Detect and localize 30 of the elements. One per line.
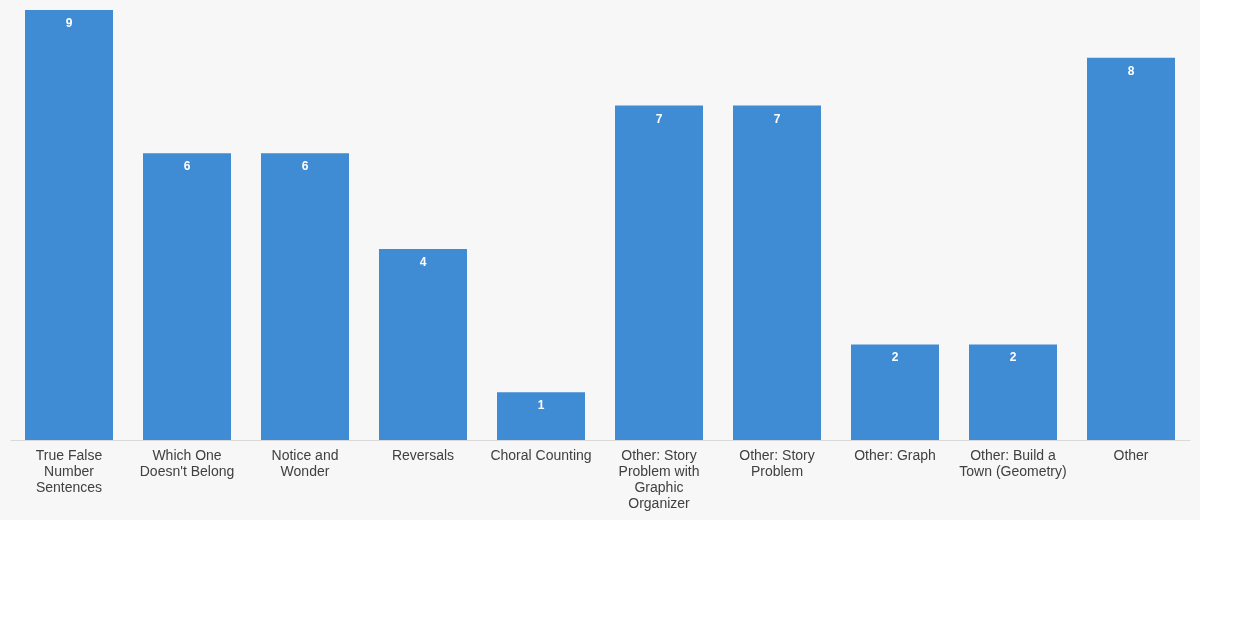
bar (25, 10, 113, 440)
x-tick-label: True False Number Sentences (35, 446, 103, 495)
bar (615, 105, 703, 440)
bar (497, 392, 585, 440)
data-label: 8 (1127, 63, 1135, 78)
x-tick-label: Which One Doesn't Belong (139, 446, 235, 479)
data-label: 7 (655, 111, 663, 126)
data-label: 6 (301, 159, 309, 174)
data-label: 9 (65, 16, 73, 30)
bar (379, 248, 467, 440)
bar (733, 105, 821, 440)
x-tick-label: Notice and Wonder (271, 446, 339, 479)
bar (261, 153, 349, 440)
x-tick-label: Choral Counting (490, 446, 592, 463)
data-label: 2 (891, 350, 899, 365)
x-tick-label: Other: Graph (854, 446, 936, 463)
bar (143, 153, 231, 440)
data-label: 6 (183, 159, 191, 174)
x-tick-label: Reversals (391, 446, 455, 463)
bar (1087, 57, 1175, 440)
x-tick-label: Other: Build a Town (Geometry) (959, 446, 1067, 479)
x-tick-label: Other: Story Problem (739, 446, 815, 479)
data-label: 1 (537, 398, 545, 413)
data-label: 2 (1009, 350, 1017, 365)
bar (969, 344, 1057, 440)
bar (851, 344, 939, 440)
x-tick-label: Other: Story Problem with Graphic Organizer (618, 446, 700, 511)
data-label: 4 (419, 254, 427, 269)
x-tick-label: Other (1113, 446, 1149, 463)
data-label: 7 (773, 111, 781, 126)
